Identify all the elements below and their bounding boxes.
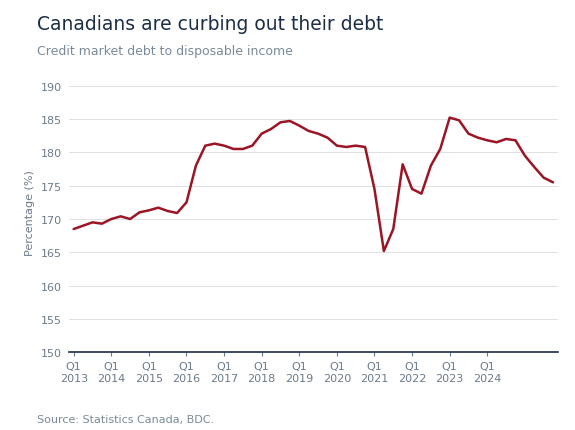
Text: Source: Statistics Canada, BDC.: Source: Statistics Canada, BDC. [37,414,214,424]
Text: Credit market debt to disposable income: Credit market debt to disposable income [37,45,293,58]
Y-axis label: Percentage (%): Percentage (%) [25,170,36,256]
Text: Canadians are curbing out their debt: Canadians are curbing out their debt [37,15,384,34]
